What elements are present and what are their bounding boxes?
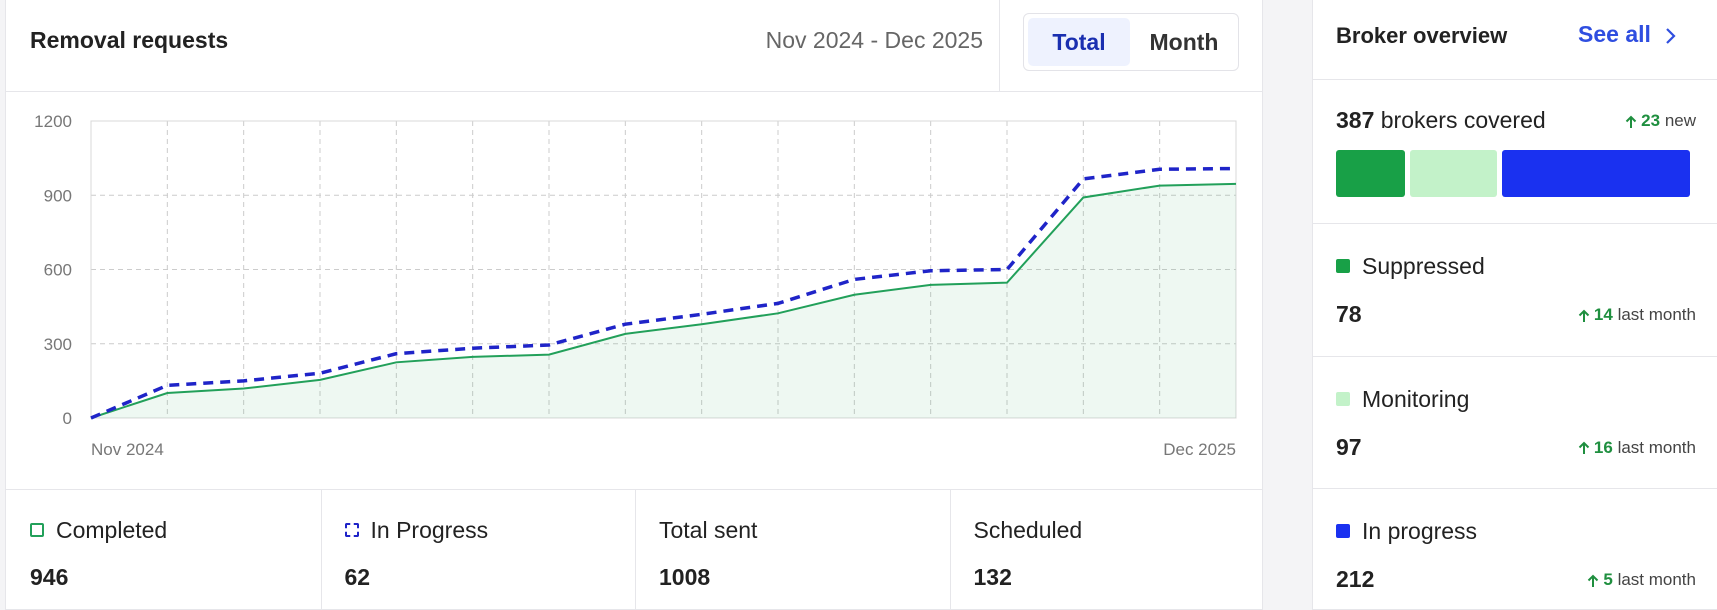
item-value: 78 bbox=[1336, 301, 1362, 327]
plot-frame bbox=[90, 120, 1237, 419]
covered-summary: 387 brokers covered bbox=[1336, 107, 1546, 134]
divider bbox=[6, 91, 1262, 92]
broker-bar bbox=[1501, 150, 1690, 197]
y-tick-label: 600 bbox=[44, 261, 72, 280]
divider bbox=[999, 0, 1000, 91]
new-count: 23 bbox=[1641, 111, 1661, 130]
item-change: 14 last month bbox=[1578, 305, 1696, 325]
legend-label: Completed bbox=[56, 517, 168, 543]
stat-value: 62 bbox=[344, 564, 371, 590]
stat-label-text: Total sent bbox=[659, 517, 758, 543]
legend-swatch bbox=[344, 523, 359, 537]
y-tick-label: 1200 bbox=[34, 112, 72, 131]
item-change: 16 last month bbox=[1578, 438, 1696, 458]
change-count: 5 bbox=[1603, 570, 1613, 589]
stat-label: Completed bbox=[30, 517, 167, 544]
tab[interactable]: Total bbox=[1028, 18, 1130, 66]
covered-count: 387 bbox=[1336, 107, 1375, 133]
stat-value: 1008 bbox=[659, 564, 711, 590]
up-arrow-path bbox=[1578, 441, 1590, 455]
stat-label: Scheduled bbox=[974, 517, 1083, 544]
change-label: last month bbox=[1617, 437, 1696, 457]
item-name: Monitoring bbox=[1362, 385, 1470, 412]
new-badge: 23 new bbox=[1625, 111, 1696, 131]
card-title: Broker overview bbox=[1336, 23, 1508, 48]
up-arrow-path bbox=[1578, 309, 1590, 322]
tab[interactable]: Month bbox=[1149, 29, 1219, 55]
series-line bbox=[90, 166, 1237, 420]
item-name: Suppressed bbox=[1362, 253, 1485, 279]
legend-swatch bbox=[1336, 259, 1350, 273]
chart: 0 300 600 900 1200 Nov 2024 Dec 2025 bbox=[34, 112, 1237, 459]
divider bbox=[6, 489, 1262, 490]
see-all-link[interactable]: See all bbox=[1578, 21, 1681, 48]
x-tick-label: Dec 2025 bbox=[1163, 440, 1236, 459]
item-label: In progress bbox=[1336, 518, 1477, 545]
change-label: last month bbox=[1617, 305, 1696, 324]
removal-card: Removal requests Nov 2024 - Dec 2025 Tot… bbox=[5, 0, 1263, 610]
legend-swatch bbox=[1336, 391, 1350, 406]
stat-label: In Progress bbox=[344, 517, 489, 544]
divider bbox=[635, 489, 636, 609]
area bbox=[91, 183, 1236, 418]
chevron-icon bbox=[1666, 28, 1676, 44]
broker-card: Broker overview See all 387 brokers cove… bbox=[1312, 0, 1717, 610]
y-tick-label: 900 bbox=[44, 186, 72, 205]
item-label: Monitoring bbox=[1336, 386, 1469, 413]
legend-label: In Progress bbox=[370, 517, 489, 543]
divider bbox=[1313, 355, 1717, 357]
tab-group: Total Month bbox=[1023, 13, 1239, 71]
series-line bbox=[90, 182, 1237, 419]
see-all-text[interactable]: See all bbox=[1578, 21, 1651, 47]
y-tick-label: 0 bbox=[63, 409, 72, 428]
divider bbox=[320, 489, 322, 609]
y-tick-label: 300 bbox=[44, 335, 72, 354]
card-title: Removal requests bbox=[30, 27, 229, 53]
change-label: last month bbox=[1617, 570, 1696, 589]
item-value: 97 bbox=[1336, 433, 1362, 460]
up-arrow bbox=[1625, 115, 1637, 128]
x-tick-label: Nov 2024 bbox=[91, 440, 164, 459]
stat-label-text: Scheduled bbox=[973, 517, 1083, 543]
up-arrow bbox=[1578, 309, 1590, 322]
item-change: 5 last month bbox=[1587, 570, 1696, 590]
up-arrow-path bbox=[1588, 574, 1599, 587]
stat-value: 946 bbox=[30, 564, 69, 590]
change-count: 16 bbox=[1593, 437, 1613, 457]
divider bbox=[1313, 79, 1717, 80]
date-range: Nov 2024 - Dec 2025 bbox=[765, 27, 983, 53]
covered-label: brokers covered bbox=[1380, 107, 1546, 133]
change-count: 14 bbox=[1593, 305, 1613, 324]
new-label: new bbox=[1664, 111, 1696, 130]
divider bbox=[949, 489, 951, 609]
item-label: Suppressed bbox=[1336, 253, 1485, 280]
up-arrow bbox=[1588, 574, 1599, 587]
stat-value: 132 bbox=[973, 564, 1012, 590]
broker-bar bbox=[1410, 150, 1497, 197]
stat-label: Total sent bbox=[659, 517, 757, 544]
legend-swatch bbox=[1336, 524, 1350, 538]
broker-bar bbox=[1336, 150, 1406, 197]
item-value: 212 bbox=[1336, 566, 1375, 592]
divider bbox=[1313, 223, 1717, 224]
divider bbox=[1313, 488, 1717, 489]
legend-swatch bbox=[30, 523, 44, 537]
up-arrow bbox=[1578, 441, 1590, 455]
item-name: In progress bbox=[1362, 518, 1478, 544]
